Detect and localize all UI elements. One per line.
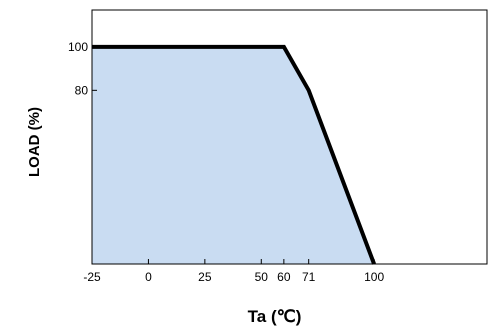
plot-frame <box>91 9 488 265</box>
x-tick-label: 60 <box>277 270 291 284</box>
x-tick-label: 100 <box>364 270 384 284</box>
y-tick-label: 100 <box>68 40 88 54</box>
x-tick-label: 0 <box>145 270 152 284</box>
x-tick-label: -25 <box>83 270 101 284</box>
y-tick-label: 80 <box>75 83 89 97</box>
x-tick-label: 50 <box>255 270 269 284</box>
x-axis-title: Ta (℃) <box>248 307 302 326</box>
x-tick-label: 25 <box>198 270 212 284</box>
x-tick-label: 71 <box>302 270 316 284</box>
y-axis-ticks: 100 80 <box>68 40 97 97</box>
operating-area-fill <box>92 46 375 265</box>
x-axis-ticks: -25 0 25 50 60 71 100 <box>83 259 384 284</box>
derating-curve-line <box>92 44 376 265</box>
y-axis-title: LOAD (%) <box>26 107 43 177</box>
